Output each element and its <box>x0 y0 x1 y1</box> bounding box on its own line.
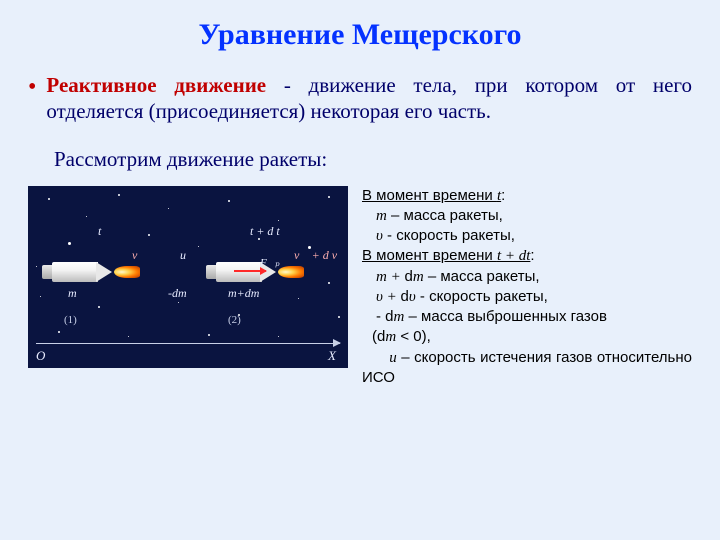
line-h2: В момент времени t + dt: <box>362 246 692 266</box>
flame-right <box>278 266 304 278</box>
label-m-right: m+dm <box>228 286 259 301</box>
content-row: t t + d t v⃗ u⃗ v⃗ + <box>28 186 692 389</box>
definition-block: • Реактивное движение - движение тела, п… <box>28 72 692 125</box>
axis-O: O <box>36 348 45 364</box>
term: Реактивное движение <box>46 73 266 97</box>
bullet-icon: • <box>28 75 36 99</box>
flame-left <box>114 266 140 278</box>
line-5: - dm – масса выброшенных газов <box>376 307 692 327</box>
label-u: u⃗ <box>180 248 195 263</box>
label-v-right: v⃗ + d v⃗ <box>294 248 346 263</box>
subheading: Рассмотрим движение ракеты: <box>54 147 692 172</box>
label-num1: (1) <box>64 314 77 326</box>
line-7: u – скорость истечения газов относительн… <box>362 348 692 389</box>
label-t-right: t + d t <box>250 224 280 239</box>
definition-text: Реактивное движение - движение тела, при… <box>46 72 692 125</box>
slide: { "colors": { "background": "#e8f0fb", "… <box>0 0 720 540</box>
label-num2: (2) <box>228 314 241 326</box>
label-F: F⃗ₚ <box>260 256 280 269</box>
description-text: В момент времени t: m – масса ракеты, υ … <box>362 186 692 389</box>
line-3: m + dm – масса ракеты, <box>376 267 692 287</box>
label-v-left: v⃗ <box>132 248 147 263</box>
line-1: m – масса ракеты, <box>376 206 692 226</box>
line-4: υ + dυ - скорость ракеты, <box>376 287 692 307</box>
label-m-left: m <box>68 286 77 301</box>
label-t-left: t <box>98 224 101 239</box>
x-axis <box>36 343 340 344</box>
line-6: (dm < 0), <box>372 327 692 347</box>
force-arrow <box>234 270 266 272</box>
axis-X: X <box>328 348 336 364</box>
rocket-figure: t t + d t v⃗ u⃗ v⃗ + <box>28 186 348 368</box>
line-h1: В момент времени t: <box>362 186 692 206</box>
line-2: υ - скорость ракеты, <box>376 226 692 246</box>
rocket-left <box>42 262 112 282</box>
label-dm: -dm <box>168 286 187 301</box>
slide-title: Уравнение Мещерского <box>28 18 692 52</box>
